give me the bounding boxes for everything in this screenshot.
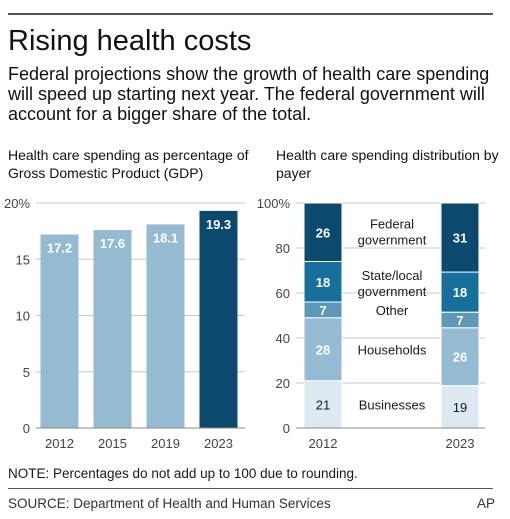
- gdp-bar-value-label: 17.6: [100, 236, 125, 251]
- credit-ap: AP: [476, 496, 495, 511]
- gdp-ytick-label: 20%: [4, 196, 30, 211]
- gdp-ytick-label: 10: [16, 309, 30, 324]
- gdp-ytick-label: 0: [23, 421, 30, 436]
- footnote: NOTE: Percentages do not add up to 100 d…: [8, 466, 358, 481]
- page-title: Rising health costs: [8, 25, 252, 57]
- gdp-bar-value-label: 17.2: [47, 241, 72, 256]
- page-subtitle: Federal projections show the growth of h…: [8, 64, 490, 124]
- gdp-xtick-label: 2023: [204, 436, 233, 451]
- gdp-chart-title: Health care spending as percentage of Gr…: [8, 147, 249, 181]
- bottom-rule: [8, 488, 493, 489]
- gdp-bar-value-label: 19.3: [206, 217, 231, 232]
- gdp-ytick-label: 15: [16, 252, 30, 267]
- gdp-xtick-label: 2015: [98, 436, 127, 451]
- gdp-xtick-label: 2012: [45, 436, 74, 451]
- source-line: SOURCE: Department of Health and Human S…: [8, 496, 331, 511]
- gdp-bar: [199, 210, 238, 428]
- gdp-xtick-label: 2019: [151, 436, 180, 451]
- payer-chart-title: Health care spending distribution by pay…: [276, 147, 499, 181]
- gdp-bar-value-label: 18.1: [153, 230, 178, 245]
- gdp-bar: [146, 224, 185, 428]
- gdp-ytick-label: 5: [23, 365, 30, 380]
- gdp-bar: [40, 234, 79, 428]
- gdp-bar: [93, 230, 132, 428]
- top-rule: [8, 13, 493, 15]
